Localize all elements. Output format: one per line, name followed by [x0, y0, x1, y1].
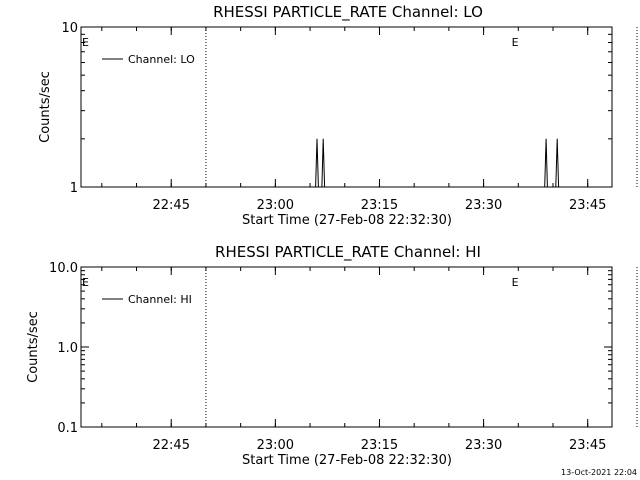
x-tick-label: 23:30 [465, 198, 502, 213]
panel-hi-y-ticks: 0.1 1.0 10.0 [49, 261, 612, 436]
y-tick-label: 10 [61, 21, 78, 36]
eclipse-mark: E [82, 36, 89, 49]
x-tick-label: 23:45 [569, 198, 606, 213]
x-tick-label: 23:00 [257, 198, 294, 213]
x-tick-label: 23:15 [361, 438, 398, 453]
panel-lo-vertical-lines [205, 27, 638, 187]
panel-lo-series [315, 138, 560, 188]
data-spike [555, 138, 560, 188]
panel-hi-ylabel: Counts/sec [26, 311, 41, 383]
data-spike [315, 138, 319, 188]
data-spike [544, 138, 548, 188]
data-spike [321, 138, 326, 188]
x-tick-label: 23:00 [257, 438, 294, 453]
x-tick-label: 22:45 [153, 438, 190, 453]
x-tick-label: 22:45 [153, 198, 190, 213]
panel-hi-xlabel: Start Time (27-Feb-08 22:32:30) [242, 453, 452, 468]
panel-lo-frame [80, 26, 613, 188]
panel-lo-title: RHESSI PARTICLE_RATE Channel: LO [213, 3, 483, 22]
panel-lo-legend-label: Channel: LO [128, 53, 195, 66]
y-tick-label: 0.1 [57, 421, 78, 436]
panel-lo-ylabel: Counts/sec [38, 71, 53, 143]
y-tick-label: 1 [70, 181, 78, 196]
panel-hi-title: RHESSI PARTICLE_RATE Channel: HI [215, 243, 481, 262]
panel-lo-y-ticks: 1 10 [61, 21, 612, 196]
x-tick-label: 23:15 [361, 198, 398, 213]
x-tick-label: 23:30 [465, 438, 502, 453]
eclipse-mark: E [512, 36, 519, 49]
y-tick-label: 10.0 [49, 261, 78, 276]
x-tick-label: 23:45 [569, 438, 606, 453]
footer-timestamp: 13-Oct-2021 22:04 [561, 468, 637, 477]
y-tick-label: 1.0 [57, 341, 78, 356]
eclipse-mark: E [512, 276, 519, 289]
panel-hi-vertical-lines [205, 267, 638, 427]
panel-hi: RHESSI PARTICLE_RATE Channel: HI Counts/… [26, 243, 638, 468]
eclipse-mark: E [82, 276, 89, 289]
panel-hi-legend-label: Channel: HI [128, 293, 192, 306]
panel-lo-xlabel: Start Time (27-Feb-08 22:32:30) [242, 213, 452, 228]
panel-hi-frame [80, 266, 613, 428]
panel-lo: RHESSI PARTICLE_RATE Channel: LO Counts/… [38, 3, 638, 228]
